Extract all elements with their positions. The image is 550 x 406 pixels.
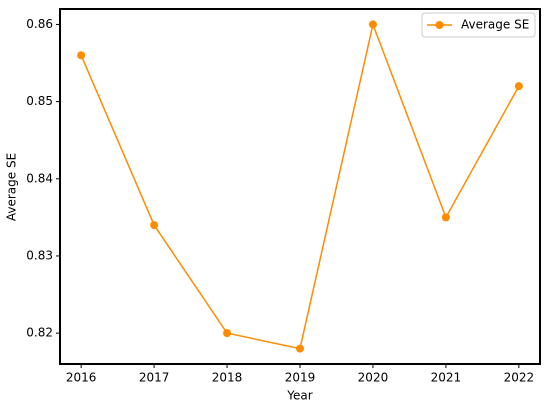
legend-label: Average SE [461,18,529,32]
x-tick-label: 2019 [285,371,316,385]
legend-marker [435,21,444,29]
series-line [80,21,520,350]
y-tick-label: 0.84 [26,171,53,185]
point [514,82,523,91]
x-tick-label: 2017 [139,371,170,385]
point [368,20,377,29]
point [223,329,232,338]
legend-box [421,12,536,38]
x-axis-title: Year [286,389,312,403]
x-tick-label: 2020 [358,371,389,385]
point [150,221,159,230]
y-tick-label: 0.85 [26,94,53,108]
point [77,51,86,60]
plot-frame [59,8,541,365]
x-tick-label: 2018 [212,371,243,385]
y-tick-label: 0.86 [26,17,53,31]
y-tick-label: 0.83 [26,248,53,262]
y-tick-label: 0.82 [26,326,53,340]
point [441,213,450,222]
x-tick-label: 2021 [431,371,462,385]
x-tick-label: 2016 [66,371,97,385]
y-axis-title: Average SE [5,153,19,221]
point [296,344,304,353]
x-tick-label: 2022 [504,371,535,385]
